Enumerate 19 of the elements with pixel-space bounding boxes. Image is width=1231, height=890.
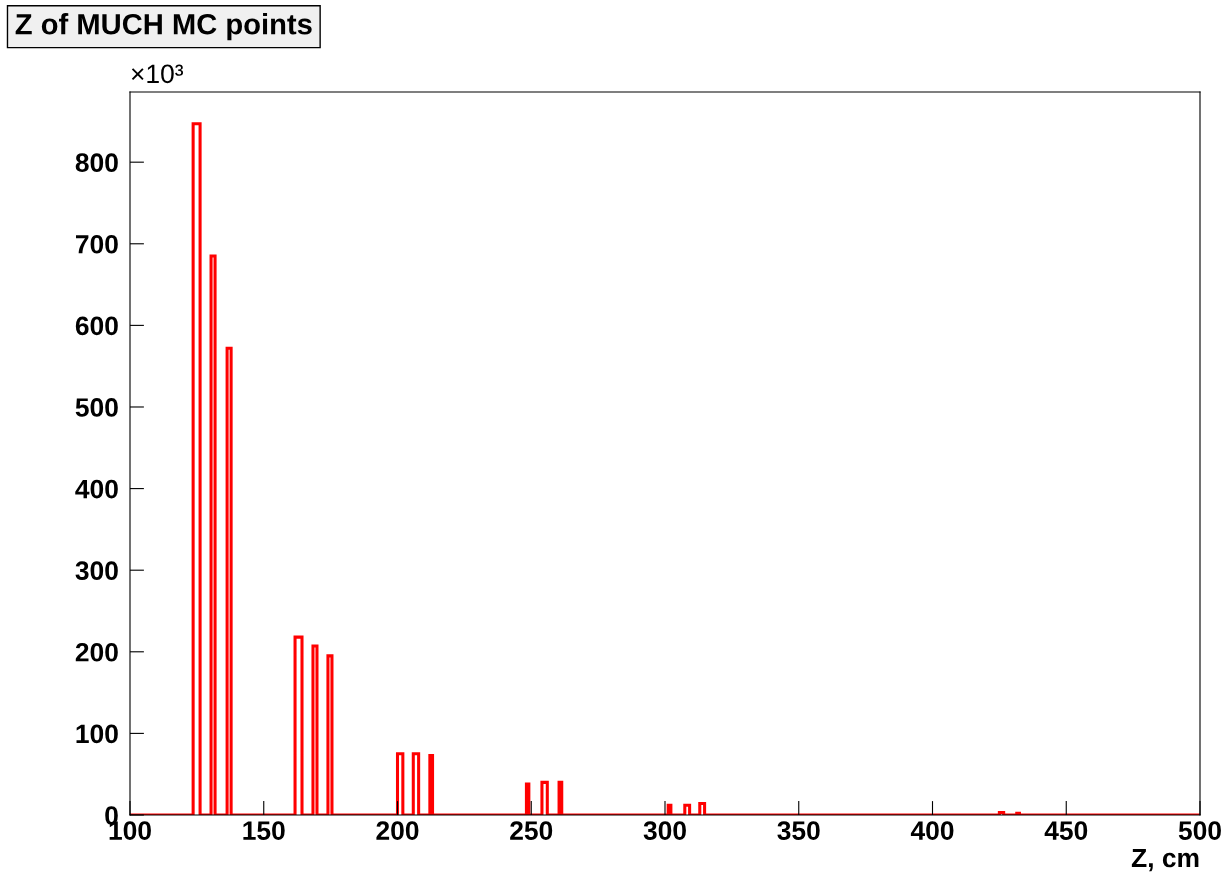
x-tick-label: 450 [1044,821,1088,840]
x-tick-label: 350 [777,821,820,840]
y-tick-label: 300 [75,561,118,581]
y-tick-label: 100 [76,724,118,744]
y-tick-label: 800 [75,153,118,172]
x-tick-label: 250 [510,821,553,840]
y-tick-label: 700 [76,234,118,254]
y-tick-label: 600 [75,316,118,336]
x-tick-label: 300 [643,821,686,840]
x-tick-label: 200 [376,821,419,840]
y-tick-label: 400 [75,479,118,499]
x-tick-label: 500 [1178,821,1221,840]
x-tick-label: 400 [910,821,954,840]
text: ×10³ [131,64,184,84]
x-tick-label: 150 [243,821,285,840]
chart-title: Z of MUCH MC points [15,13,312,41]
y-tick-label: 200 [75,642,118,662]
x-axis-title: Z, cm [1131,848,1199,872]
y-tick-label: 500 [75,398,118,417]
